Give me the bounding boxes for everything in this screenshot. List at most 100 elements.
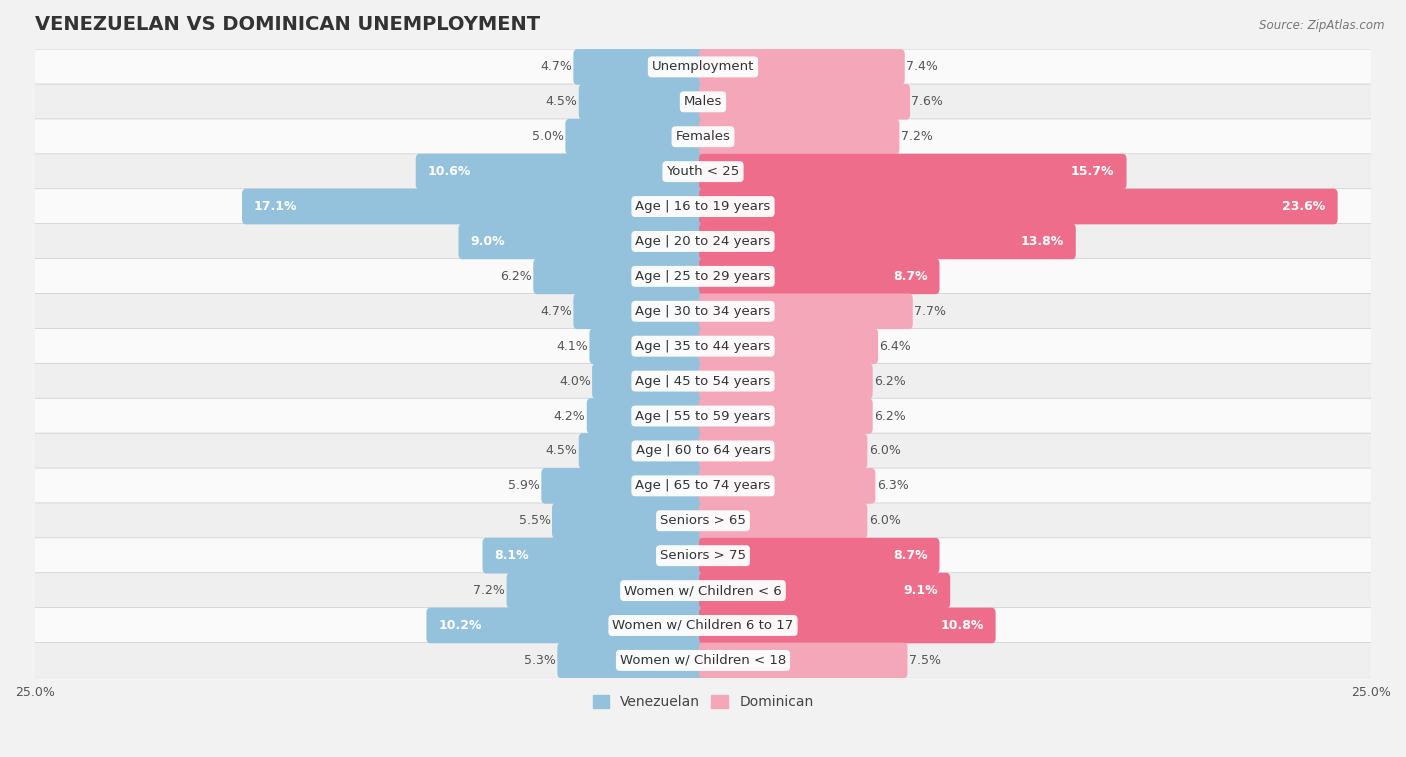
- FancyBboxPatch shape: [579, 433, 707, 469]
- Text: Age | 25 to 29 years: Age | 25 to 29 years: [636, 270, 770, 283]
- Text: 4.7%: 4.7%: [540, 61, 572, 73]
- Text: Age | 65 to 74 years: Age | 65 to 74 years: [636, 479, 770, 492]
- Text: Seniors > 75: Seniors > 75: [659, 549, 747, 562]
- Text: Age | 60 to 64 years: Age | 60 to 64 years: [636, 444, 770, 457]
- FancyBboxPatch shape: [35, 538, 1371, 574]
- Text: 6.4%: 6.4%: [879, 340, 911, 353]
- FancyBboxPatch shape: [35, 608, 1371, 643]
- FancyBboxPatch shape: [574, 49, 707, 85]
- FancyBboxPatch shape: [35, 468, 1371, 503]
- FancyBboxPatch shape: [482, 538, 707, 574]
- Text: 7.2%: 7.2%: [901, 130, 932, 143]
- FancyBboxPatch shape: [699, 329, 877, 364]
- FancyBboxPatch shape: [533, 259, 707, 294]
- FancyBboxPatch shape: [565, 119, 707, 154]
- FancyBboxPatch shape: [699, 259, 939, 294]
- FancyBboxPatch shape: [699, 433, 868, 469]
- Text: Women w/ Children 6 to 17: Women w/ Children 6 to 17: [613, 619, 793, 632]
- FancyBboxPatch shape: [699, 363, 873, 399]
- FancyBboxPatch shape: [699, 223, 1076, 259]
- FancyBboxPatch shape: [35, 49, 1371, 85]
- Text: 6.2%: 6.2%: [875, 410, 905, 422]
- FancyBboxPatch shape: [699, 398, 873, 434]
- Text: 6.0%: 6.0%: [869, 444, 901, 457]
- FancyBboxPatch shape: [35, 119, 1371, 154]
- FancyBboxPatch shape: [699, 84, 910, 120]
- Text: 4.5%: 4.5%: [546, 444, 578, 457]
- FancyBboxPatch shape: [35, 433, 1371, 469]
- Text: Age | 45 to 54 years: Age | 45 to 54 years: [636, 375, 770, 388]
- FancyBboxPatch shape: [699, 608, 995, 643]
- FancyBboxPatch shape: [699, 468, 876, 503]
- FancyBboxPatch shape: [541, 468, 707, 503]
- Text: 9.1%: 9.1%: [904, 584, 938, 597]
- Text: 13.8%: 13.8%: [1021, 235, 1064, 248]
- Text: 4.7%: 4.7%: [540, 305, 572, 318]
- Text: Males: Males: [683, 95, 723, 108]
- Text: 7.5%: 7.5%: [908, 654, 941, 667]
- Text: Age | 55 to 59 years: Age | 55 to 59 years: [636, 410, 770, 422]
- Text: Youth < 25: Youth < 25: [666, 165, 740, 178]
- Text: Age | 16 to 19 years: Age | 16 to 19 years: [636, 200, 770, 213]
- FancyBboxPatch shape: [699, 643, 907, 678]
- Text: 4.2%: 4.2%: [554, 410, 585, 422]
- Text: Age | 35 to 44 years: Age | 35 to 44 years: [636, 340, 770, 353]
- FancyBboxPatch shape: [592, 363, 707, 399]
- FancyBboxPatch shape: [574, 294, 707, 329]
- FancyBboxPatch shape: [586, 398, 707, 434]
- FancyBboxPatch shape: [579, 84, 707, 120]
- FancyBboxPatch shape: [35, 573, 1371, 609]
- FancyBboxPatch shape: [557, 643, 707, 678]
- FancyBboxPatch shape: [35, 188, 1371, 224]
- FancyBboxPatch shape: [699, 154, 1126, 189]
- Text: 7.6%: 7.6%: [911, 95, 943, 108]
- FancyBboxPatch shape: [35, 329, 1371, 364]
- FancyBboxPatch shape: [506, 573, 707, 609]
- Text: 15.7%: 15.7%: [1071, 165, 1115, 178]
- FancyBboxPatch shape: [35, 223, 1371, 259]
- FancyBboxPatch shape: [458, 223, 707, 259]
- FancyBboxPatch shape: [35, 84, 1371, 120]
- FancyBboxPatch shape: [416, 154, 707, 189]
- FancyBboxPatch shape: [426, 608, 707, 643]
- Text: Women w/ Children < 6: Women w/ Children < 6: [624, 584, 782, 597]
- Text: 8.7%: 8.7%: [893, 549, 928, 562]
- Text: 7.2%: 7.2%: [474, 584, 505, 597]
- FancyBboxPatch shape: [699, 294, 912, 329]
- FancyBboxPatch shape: [35, 154, 1371, 189]
- Text: 4.1%: 4.1%: [557, 340, 588, 353]
- FancyBboxPatch shape: [699, 573, 950, 609]
- FancyBboxPatch shape: [553, 503, 707, 538]
- Text: 10.6%: 10.6%: [427, 165, 471, 178]
- FancyBboxPatch shape: [35, 294, 1371, 329]
- Text: Source: ZipAtlas.com: Source: ZipAtlas.com: [1260, 19, 1385, 32]
- Text: 23.6%: 23.6%: [1282, 200, 1326, 213]
- FancyBboxPatch shape: [242, 188, 707, 224]
- Text: 8.7%: 8.7%: [893, 270, 928, 283]
- FancyBboxPatch shape: [35, 503, 1371, 538]
- FancyBboxPatch shape: [35, 643, 1371, 678]
- Text: Women w/ Children < 18: Women w/ Children < 18: [620, 654, 786, 667]
- Text: 6.0%: 6.0%: [869, 514, 901, 528]
- Text: 6.2%: 6.2%: [875, 375, 905, 388]
- Text: 5.0%: 5.0%: [531, 130, 564, 143]
- Text: 7.4%: 7.4%: [905, 61, 938, 73]
- Text: 5.5%: 5.5%: [519, 514, 551, 528]
- Text: 5.3%: 5.3%: [524, 654, 555, 667]
- Text: 6.3%: 6.3%: [877, 479, 908, 492]
- FancyBboxPatch shape: [699, 538, 939, 574]
- FancyBboxPatch shape: [35, 259, 1371, 294]
- Text: 4.5%: 4.5%: [546, 95, 578, 108]
- Text: 9.0%: 9.0%: [471, 235, 505, 248]
- Text: VENEZUELAN VS DOMINICAN UNEMPLOYMENT: VENEZUELAN VS DOMINICAN UNEMPLOYMENT: [35, 15, 540, 34]
- Text: 4.0%: 4.0%: [560, 375, 591, 388]
- Text: 5.9%: 5.9%: [508, 479, 540, 492]
- Text: 6.2%: 6.2%: [501, 270, 531, 283]
- Text: Unemployment: Unemployment: [652, 61, 754, 73]
- Text: 8.1%: 8.1%: [495, 549, 529, 562]
- Text: Seniors > 65: Seniors > 65: [659, 514, 747, 528]
- FancyBboxPatch shape: [589, 329, 707, 364]
- FancyBboxPatch shape: [699, 119, 900, 154]
- FancyBboxPatch shape: [699, 503, 868, 538]
- Text: 10.8%: 10.8%: [941, 619, 984, 632]
